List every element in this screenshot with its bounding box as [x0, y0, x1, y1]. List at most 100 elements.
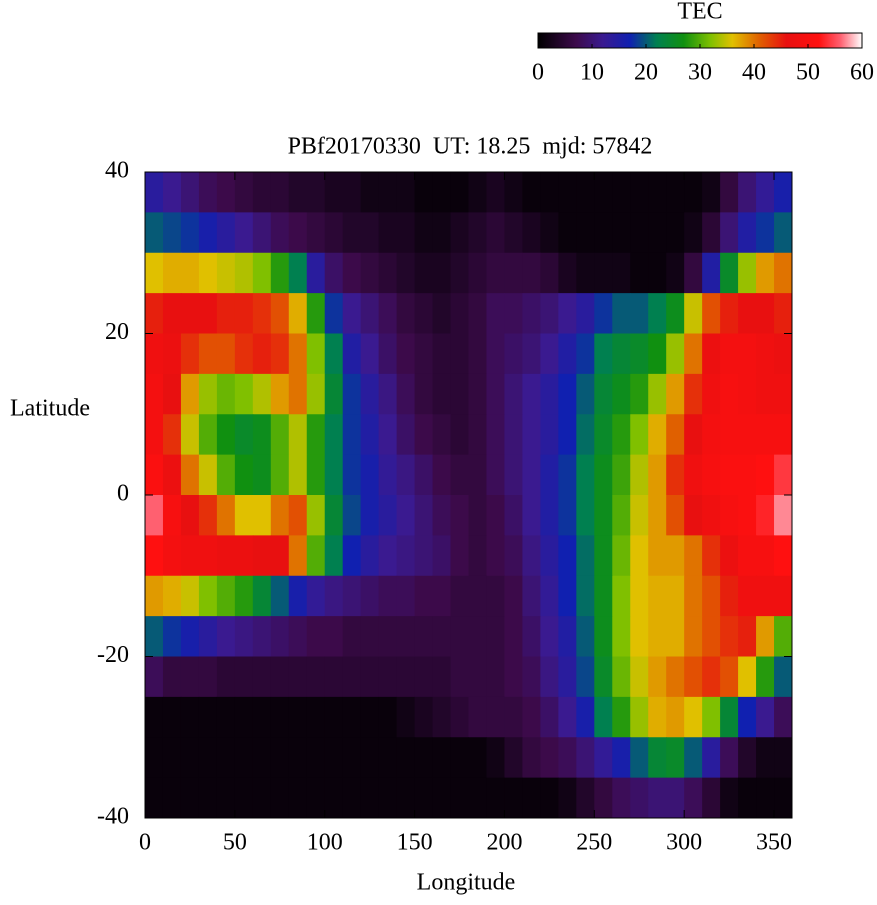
heatmap-cell: [145, 414, 164, 456]
heatmap-cell: [684, 696, 703, 738]
heatmap-cell: [540, 293, 559, 334]
heatmap-cell: [270, 656, 290, 698]
heatmap-cell: [558, 252, 577, 294]
heatmap-cell: [216, 172, 236, 213]
heatmap-cell: [198, 656, 218, 698]
heatmap-cell: [720, 252, 739, 294]
heatmap-cell: [198, 575, 218, 617]
heatmap-cell: [216, 454, 236, 496]
heatmap-cell: [414, 737, 434, 779]
heatmap-cell: [720, 656, 739, 698]
heatmap-cell: [558, 696, 577, 738]
heatmap-cell: [432, 575, 452, 617]
heatmap-cell: [522, 454, 541, 496]
heatmap-cell: [378, 495, 398, 536]
heatmap-cell: [414, 293, 434, 334]
heatmap-cell: [576, 495, 595, 536]
x-tick-label: 100: [307, 830, 343, 856]
colorbar-tick-label: 0: [532, 60, 544, 86]
heatmap-cell: [486, 696, 505, 738]
heatmap-cell: [360, 212, 380, 254]
heatmap-cell: [414, 373, 434, 415]
heatmap-cell: [684, 293, 703, 334]
heatmap-cell: [450, 535, 469, 577]
heatmap-cell: [774, 575, 792, 617]
heatmap-cell: [774, 373, 792, 415]
heatmap-cell: [145, 212, 164, 254]
heatmap-cell: [594, 777, 613, 818]
heatmap-cell: [216, 333, 236, 375]
heatmap-cell: [756, 414, 775, 456]
heatmap-cell: [720, 414, 739, 456]
heatmap-cell: [432, 414, 452, 456]
heatmap-cell: [450, 495, 469, 536]
heatmap-cell: [540, 616, 559, 657]
heatmap-cell: [360, 333, 380, 375]
heatmap-cell: [540, 212, 559, 254]
heatmap-cell: [306, 737, 326, 779]
heatmap-cell: [414, 172, 434, 213]
heatmap-cell: [270, 737, 290, 779]
heatmap-cell: [540, 656, 559, 698]
heatmap-cell: [234, 575, 254, 617]
heatmap-cell: [504, 212, 523, 254]
heatmap-cell: [360, 414, 380, 456]
heatmap-cell: [630, 172, 649, 213]
heatmap-cell: [756, 373, 775, 415]
heatmap-cell: [612, 414, 631, 456]
heatmap-cell: [306, 293, 326, 334]
heatmap-cell: [648, 414, 667, 456]
heatmap-cell: [360, 696, 380, 738]
heatmap-cell: [630, 414, 649, 456]
heatmap-cell: [684, 373, 703, 415]
heatmap-cell: [162, 172, 182, 213]
heatmap-cell: [522, 414, 541, 456]
heatmap-cell: [558, 454, 577, 496]
heatmap-cell: [702, 172, 721, 213]
heatmap-cell: [558, 575, 577, 617]
heatmap-cell: [576, 454, 595, 496]
heatmap-cell: [432, 212, 452, 254]
heatmap-cell: [630, 212, 649, 254]
heatmap-cell: [180, 212, 200, 254]
heatmap-cell: [756, 575, 775, 617]
heatmap-cell: [162, 454, 182, 496]
heatmap-cell: [666, 737, 685, 779]
heatmap-cell: [216, 737, 236, 779]
heatmap-cell: [522, 777, 541, 818]
heatmap-cell: [270, 535, 290, 577]
heatmap-cell: [540, 575, 559, 617]
heatmap-cell: [468, 252, 487, 294]
heatmap-cell: [594, 535, 613, 577]
heatmap-cell: [468, 495, 487, 536]
heatmap-cell: [288, 575, 308, 617]
heatmap-cell: [324, 172, 344, 213]
heatmap-cell: [612, 172, 631, 213]
heatmap-cell: [738, 252, 757, 294]
heatmap-cell: [756, 535, 775, 577]
heatmap-cell: [774, 656, 792, 698]
heatmap-cell: [594, 737, 613, 779]
heatmap-cell: [396, 737, 416, 779]
heatmap-cell: [468, 777, 487, 818]
heatmap-cell: [216, 495, 236, 536]
heatmap-cell: [342, 172, 362, 213]
heatmap-cell: [522, 616, 541, 657]
heatmap-cell: [468, 293, 487, 334]
heatmap-cell: [504, 454, 523, 496]
heatmap-cell: [414, 777, 434, 818]
heatmap-cell: [720, 454, 739, 496]
heatmap-cell: [594, 172, 613, 213]
heatmap-cell: [648, 293, 667, 334]
heatmap-cell: [756, 172, 775, 213]
heatmap-cell: [324, 777, 344, 818]
heatmap-cell: [252, 575, 272, 617]
heatmap-cell: [234, 656, 254, 698]
heatmap-cell: [145, 333, 164, 375]
heatmap-cell: [540, 454, 559, 496]
heatmap-cell: [576, 172, 595, 213]
x-tick-label: 150: [397, 830, 433, 856]
heatmap-cell: [648, 777, 667, 818]
heatmap-cell: [432, 777, 452, 818]
heatmap-cell: [342, 333, 362, 375]
